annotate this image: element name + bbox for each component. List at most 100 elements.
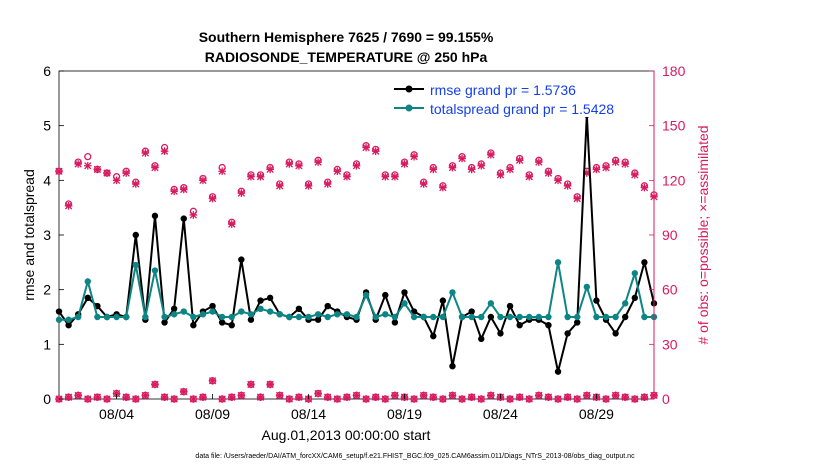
x-tick-label: 08/24 [483, 406, 518, 422]
obs-assimilated-point [208, 376, 217, 385]
right-tick-label: 180 [662, 63, 686, 79]
totalspread-point [180, 308, 187, 315]
left-tick-label: 3 [43, 227, 51, 243]
rmse-point [497, 330, 504, 337]
obs-assimilated-point [93, 165, 102, 174]
totalspread-point [266, 308, 274, 315]
obs-assimilated-point [448, 163, 457, 172]
obs-assimilated-point [515, 393, 524, 401]
rmse-point [314, 316, 322, 323]
obs-assimilated-point [391, 391, 399, 400]
obs-assimilated-point [362, 143, 370, 152]
obs-assimilated-point [640, 393, 649, 401]
rmse-point [641, 259, 648, 266]
rmse-point [545, 322, 552, 329]
obs-assimilated-point [448, 391, 457, 400]
totalspread-point [516, 313, 523, 321]
totalspread-point [132, 261, 139, 269]
rmse-point [622, 313, 629, 321]
totalspread-point [334, 311, 341, 318]
totalspread-point [142, 313, 149, 321]
right-tick-label: 0 [662, 391, 670, 407]
right-axis-label: # of obs: o=possible; ×=assimilated [695, 125, 711, 344]
totalspread-point [602, 313, 610, 321]
obs-assimilated-point [333, 167, 342, 176]
obs-assimilated-point [333, 395, 342, 403]
obs-assimilated-point [352, 391, 361, 400]
totalspread-point [497, 313, 504, 321]
obs-assimilated-point [323, 180, 332, 188]
rmse-point [516, 322, 523, 329]
totalspread-point [161, 313, 168, 321]
rmse-point [478, 335, 485, 343]
totalspread-point [439, 313, 447, 321]
obs-assimilated-point [621, 393, 630, 401]
legend: rmse grand pr = 1.5736 totalspread grand… [388, 77, 652, 117]
obs-assimilated-point [410, 395, 418, 403]
obs-assimilated-point [343, 393, 351, 401]
totalspread-point [238, 308, 245, 315]
left-tick-label: 6 [43, 63, 51, 79]
x-tick-label: 08/19 [387, 406, 422, 422]
rmse-point [401, 289, 408, 296]
totalspread-point [276, 311, 283, 318]
rmse-point [324, 302, 331, 310]
rmse-point [257, 297, 264, 304]
obs-assimilated-point [285, 395, 294, 403]
obs-assimilated-point [621, 160, 630, 168]
obs-assimilated-point [314, 158, 322, 166]
obs-assimilated-point [554, 176, 562, 185]
left-tick-label: 4 [43, 172, 51, 188]
rmse-point [382, 291, 389, 299]
obs-assimilated-point [247, 380, 255, 389]
obs-assimilated-point [295, 393, 303, 401]
obs-assimilated-point [544, 393, 553, 401]
totalspread-point [324, 313, 331, 321]
obs-assimilated-point [266, 165, 274, 174]
obs-assimilated-point [439, 395, 447, 403]
obs-assimilated-point [611, 158, 620, 166]
x-axis-label: Aug.01,2013 00:00:00 start [262, 427, 431, 443]
obs-assimilated-point [535, 158, 543, 166]
legend-rmse-label: rmse grand pr = 1.5736 [430, 82, 576, 98]
legend-totalspread-marker [405, 104, 413, 112]
obs-assimilated-point [256, 172, 265, 181]
obs-assimilated-point [141, 149, 150, 157]
rmse-point [564, 330, 571, 337]
obs-assimilated-point [237, 391, 246, 400]
rmse-point [391, 319, 399, 326]
rmse-point [247, 316, 255, 323]
obs-assimilated-point [371, 393, 380, 401]
totalspread-point [314, 311, 322, 318]
obs-assimilated-point [103, 169, 111, 177]
obs-assimilated-point [83, 161, 92, 170]
obs-assimilated-point [631, 395, 639, 403]
totalspread-point [305, 313, 312, 321]
obs-assimilated-point [275, 182, 284, 190]
obs-possible-point [84, 152, 92, 161]
obs-assimilated-point [199, 176, 207, 185]
obs-assimilated-point [640, 183, 649, 192]
totalspread-point [554, 259, 562, 266]
obs-assimilated-point [64, 393, 73, 401]
obs-assimilated-point [467, 165, 476, 174]
rmse-point [65, 322, 72, 329]
totalspread-point [151, 267, 159, 274]
totalspread-point [641, 313, 648, 321]
totalspread-point [410, 313, 418, 321]
rmse-point [631, 294, 639, 302]
obs-assimilated-point [160, 147, 169, 155]
right-tick-label: 60 [662, 282, 678, 298]
totalspread-point [353, 313, 360, 321]
totalspread-point [449, 289, 456, 296]
obs-assimilated-point [602, 395, 610, 403]
totalspread-point [545, 313, 552, 321]
right-tick-label: 30 [662, 336, 678, 352]
rmse-point [430, 332, 437, 340]
totalspread-point [420, 313, 427, 321]
totalspread-point [247, 311, 255, 318]
obs-assimilated-point [314, 389, 322, 398]
obs-assimilated-point [391, 172, 399, 181]
obs-assimilated-point [602, 163, 610, 172]
totalspread-point [74, 313, 82, 321]
